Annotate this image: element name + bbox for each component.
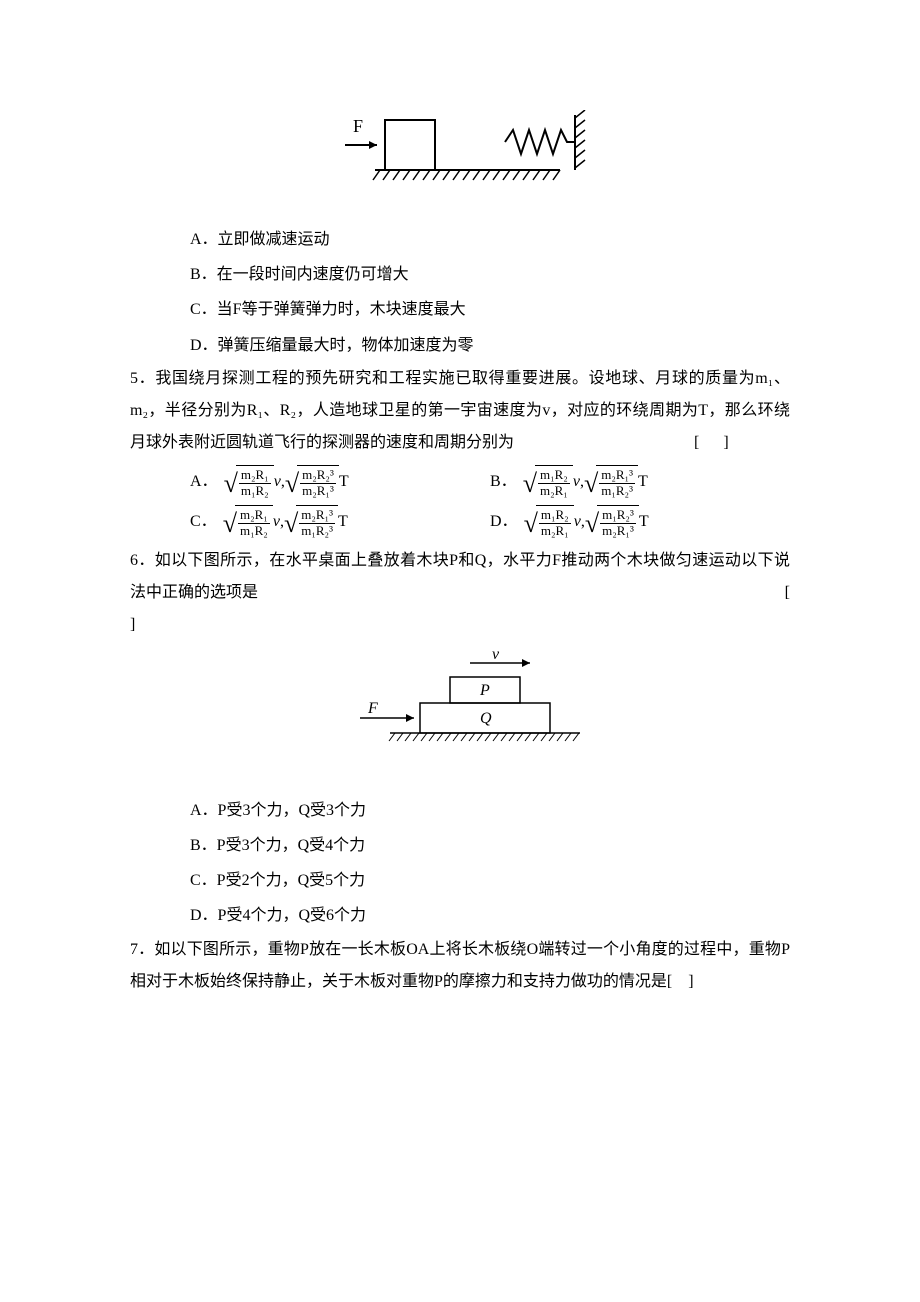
q5-choice-D: D． √m₁R₂m₂R₁v, √m₁R₂³m₂R₁³T xyxy=(490,505,790,539)
q6-figure: v P Q F xyxy=(130,651,790,773)
q5-text: 5．我国绕月探测工程的预先研究和工程实施已取得重要进展。设地球、月球的质量为m₁… xyxy=(130,363,790,459)
q4-choices: A．立即做减速运动 B．在一段时间内速度仍可增大 C．当F等于弹簧弹力时，木块速… xyxy=(190,222,790,363)
q5-row2: C． √m₂R₁m₁R₂v, √m₂R₁³m₁R₂³T D． √m₁R₂m₂R₁… xyxy=(190,505,790,539)
ground-hatch xyxy=(373,170,560,180)
wall-hatch xyxy=(575,110,585,168)
q4-choice-C: C．当F等于弹簧弹力时，木块速度最大 xyxy=(190,292,790,327)
q6-body: 6．如以下图所示，在水平桌面上叠放着木块P和Q，水平力F推动两个木块做匀速运动以… xyxy=(130,552,790,601)
velocity-label: v xyxy=(492,651,500,663)
q6-choice-B: B．P受3个力，Q受4个力 xyxy=(190,828,790,863)
block xyxy=(385,120,435,170)
q4-figure: F xyxy=(130,110,790,202)
force-label: F xyxy=(353,116,363,136)
F-label: F xyxy=(367,700,378,717)
q5-body: 5．我国绕月探测工程的预先研究和工程实施已取得重要进展。设地球、月球的质量为m₁… xyxy=(130,370,790,451)
formula-label: D． xyxy=(490,506,518,538)
q6-choice-C: C．P受2个力，Q受5个力 xyxy=(190,863,790,898)
q4-choice-A: A．立即做减速运动 xyxy=(190,222,790,257)
q5-choice-C: C． √m₂R₁m₁R₂v, √m₂R₁³m₁R₂³T xyxy=(190,505,490,539)
q6-text: 6．如以下图所示，在水平桌面上叠放着木块P和Q，水平力F推动两个木块做匀速运动以… xyxy=(130,545,790,609)
formula-label: B． xyxy=(490,466,517,498)
P-label: P xyxy=(479,682,490,699)
formula-label: A． xyxy=(190,466,218,498)
q5-choice-B: B． √m₁R₂m₂R₁v, √m₂R₁³m₁R₂³T xyxy=(490,465,790,499)
q6-choice-A: A．P受3个力，Q受3个力 xyxy=(190,793,790,828)
q5-choice-A: A． √m₂R₁m₁R₂v, √m₂R₂³m₂R₁³T xyxy=(190,465,490,499)
Q-label: Q xyxy=(480,710,492,727)
q4-choice-D: D．弹簧压缩量最大时，物体加速度为零 xyxy=(190,328,790,363)
ground-hatch xyxy=(389,733,579,741)
q6-choices: A．P受3个力，Q受3个力 B．P受3个力，Q受4个力 C．P受2个力，Q受5个… xyxy=(190,793,790,934)
q5-row1: A． √m₂R₁m₁R₂v, √m₂R₂³m₂R₁³T B． √m₁R₂m₂R₁… xyxy=(190,465,790,499)
q6-choice-D: D．P受4个力，Q受6个力 xyxy=(190,898,790,933)
formula-label: C． xyxy=(190,506,217,538)
spring xyxy=(505,130,575,154)
q6-bracket-close: ] xyxy=(130,609,790,641)
q4-choice-B: B．在一段时间内速度仍可增大 xyxy=(190,257,790,292)
q7-text: 7．如以下图所示，重物P放在一长木板OA上将长木板绕O端转过一个小角度的过程中，… xyxy=(130,934,790,998)
q5-bracket: [ ] xyxy=(694,434,733,451)
